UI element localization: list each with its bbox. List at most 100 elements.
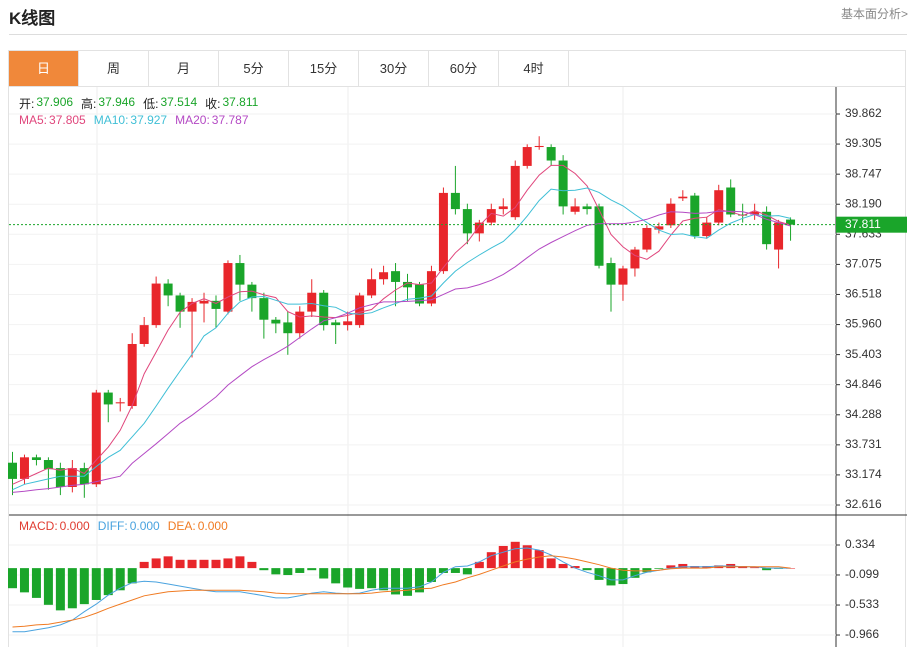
- candle-body: [391, 271, 401, 282]
- macd-bar: [79, 568, 89, 605]
- y-tick-label: 35.403: [845, 347, 882, 361]
- candle-body: [355, 295, 365, 326]
- candle-body: [379, 272, 389, 280]
- macd-bars: [8, 541, 796, 611]
- ohlc-item: 开: 37.906: [19, 95, 73, 112]
- period-tab[interactable]: 4时: [499, 51, 569, 86]
- macd-legend: MACD: 0.000 DIFF: 0.000 DEA: 0.000: [19, 519, 228, 533]
- fundamental-link[interactable]: 基本面分析>: [840, 7, 908, 21]
- legend-item: MA5: 37.805: [19, 113, 86, 127]
- candle-body: [151, 283, 161, 326]
- macd-bar: [43, 568, 53, 605]
- period-tab[interactable]: 日: [9, 51, 79, 86]
- y-tick-label: 39.862: [845, 106, 882, 120]
- legend-name: DIFF:: [97, 519, 128, 533]
- macd-bar: [630, 568, 640, 578]
- macd-bar: [199, 559, 209, 569]
- divider: [9, 86, 906, 87]
- macd-bar: [474, 561, 484, 569]
- macd-bar: [259, 568, 269, 571]
- candle-body: [786, 219, 796, 225]
- candle-body: [426, 271, 436, 304]
- candle-body: [163, 283, 173, 296]
- legend-item: DEA: 0.000: [168, 519, 228, 533]
- ohlc-value: 37.946: [98, 95, 136, 109]
- y-tick-label: 33.174: [845, 467, 882, 481]
- legend-value: 37.927: [130, 113, 168, 127]
- macd-bar: [127, 568, 137, 584]
- candle-body: [474, 222, 484, 234]
- candle-body: [331, 322, 341, 326]
- macd-bar: [343, 568, 353, 588]
- chart-frame: [8, 50, 906, 647]
- candle-body: [139, 325, 149, 344]
- macd-bar: [271, 568, 281, 575]
- candle-body: [103, 392, 113, 405]
- candle-body: [690, 195, 700, 237]
- ohlc-value: 37.514: [160, 95, 198, 109]
- legend-name: MA10:: [93, 113, 129, 127]
- y-tick-label: 36.518: [845, 287, 882, 301]
- macd-bar: [414, 568, 424, 593]
- ma-line: [12, 164, 791, 485]
- ohlc-item: 高: 37.946: [81, 95, 135, 112]
- macd-bar: [379, 568, 389, 591]
- macd-bar: [55, 568, 65, 611]
- macd-bar: [582, 568, 592, 571]
- macd-bar: [546, 558, 556, 569]
- macd-bar: [175, 559, 185, 569]
- legend-item: MA20: 37.787: [175, 113, 248, 127]
- candle-body: [726, 187, 736, 215]
- ohlc-label: 高:: [81, 97, 97, 111]
- macd-bar: [91, 568, 101, 600]
- candle-body: [175, 295, 185, 312]
- candle-body: [319, 292, 329, 326]
- period-tab[interactable]: 30分: [359, 51, 429, 86]
- legend-value: 37.805: [49, 113, 86, 127]
- macd-bar: [103, 568, 113, 596]
- period-tab[interactable]: 60分: [429, 51, 499, 86]
- macd-bar: [139, 561, 149, 569]
- y-tick-label: 38.190: [845, 196, 882, 210]
- period-tab[interactable]: 月: [149, 51, 219, 86]
- macd-bar: [391, 568, 401, 595]
- y-tick-label: 37.075: [845, 257, 882, 271]
- period-tabs: 日周月 5分 15分 30分 60分 4时: [9, 51, 569, 86]
- macd-bar: [307, 568, 317, 571]
- candle-body: [450, 192, 460, 210]
- candle-body: [187, 301, 197, 312]
- candle-body: [235, 263, 245, 285]
- candle-body: [498, 206, 508, 210]
- last-price-label: 37.811: [845, 217, 881, 231]
- macd-bar: [115, 568, 125, 591]
- macd-bar: [67, 568, 77, 609]
- legend-value: 37.787: [211, 113, 249, 127]
- macd-bar: [510, 541, 520, 569]
- ma-line: [12, 210, 791, 493]
- macd-bar: [558, 563, 568, 569]
- macd-bar: [534, 550, 544, 569]
- period-tab[interactable]: 周: [79, 51, 149, 86]
- macd-bar: [331, 568, 341, 584]
- candle-body: [486, 209, 496, 223]
- last-price-tag: [836, 216, 907, 233]
- macd-bar: [247, 561, 257, 569]
- candle-body: [630, 249, 640, 269]
- macd-bar: [31, 568, 41, 598]
- macd-bar: [19, 568, 29, 593]
- legend-value: 0.000: [197, 519, 228, 533]
- macd-bar: [235, 556, 245, 569]
- macd-bar: [450, 568, 460, 573]
- macd-bar: [762, 568, 772, 571]
- ohlc-item: 低: 37.514: [143, 95, 197, 112]
- legend-name: MACD:: [19, 519, 58, 533]
- candle-body: [738, 214, 748, 216]
- y-tick-label: -0.099: [845, 567, 879, 581]
- macd-bar: [355, 568, 365, 589]
- period-tab[interactable]: 5分: [219, 51, 289, 86]
- candle-body: [259, 298, 269, 320]
- period-tab[interactable]: 15分: [289, 51, 359, 86]
- macd-bar: [283, 568, 293, 576]
- macd-bar: [522, 545, 532, 569]
